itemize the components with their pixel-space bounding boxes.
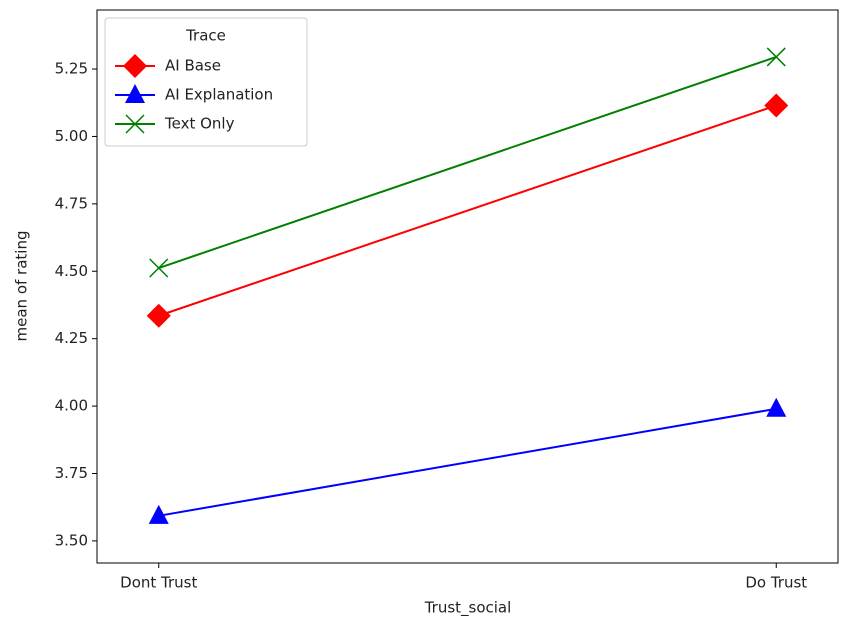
- legend-marker: [125, 84, 145, 103]
- y-tick-label: 3.50: [55, 531, 88, 549]
- data-point: [146, 303, 171, 328]
- legend-marker: [125, 114, 145, 134]
- legend-label: AI Explanation: [165, 86, 273, 104]
- x-tick-label: Do Trust: [745, 574, 807, 592]
- y-axis-label: mean of rating: [13, 231, 31, 342]
- series-line: [158, 407, 777, 517]
- legend-label: Text Only: [164, 115, 235, 133]
- legend-box: [104, 17, 308, 147]
- y-tick-label: 4.50: [55, 262, 88, 280]
- legend-title: Trace: [185, 27, 226, 45]
- y-tick-label: 4.00: [55, 397, 88, 415]
- series-line: [158, 55, 777, 269]
- data-point: [149, 258, 169, 278]
- x-tick-label: Dont Trust: [120, 574, 197, 592]
- data-point: [764, 93, 789, 118]
- data-point: [766, 47, 786, 67]
- y-tick-label: 4.75: [55, 194, 88, 212]
- legend-marker: [123, 54, 147, 78]
- y-tick-label: 4.25: [55, 329, 88, 347]
- series-line: [158, 104, 777, 317]
- y-tick-label: 5.00: [55, 127, 88, 145]
- x-axis-label: Trust_social: [424, 599, 512, 618]
- y-tick-label: 3.75: [55, 464, 88, 482]
- axes-frame: [96, 9, 839, 564]
- y-tick-label: 5.25: [55, 60, 88, 78]
- data-point: [766, 397, 787, 417]
- legend-label: AI Base: [165, 57, 221, 75]
- data-point: [148, 504, 169, 524]
